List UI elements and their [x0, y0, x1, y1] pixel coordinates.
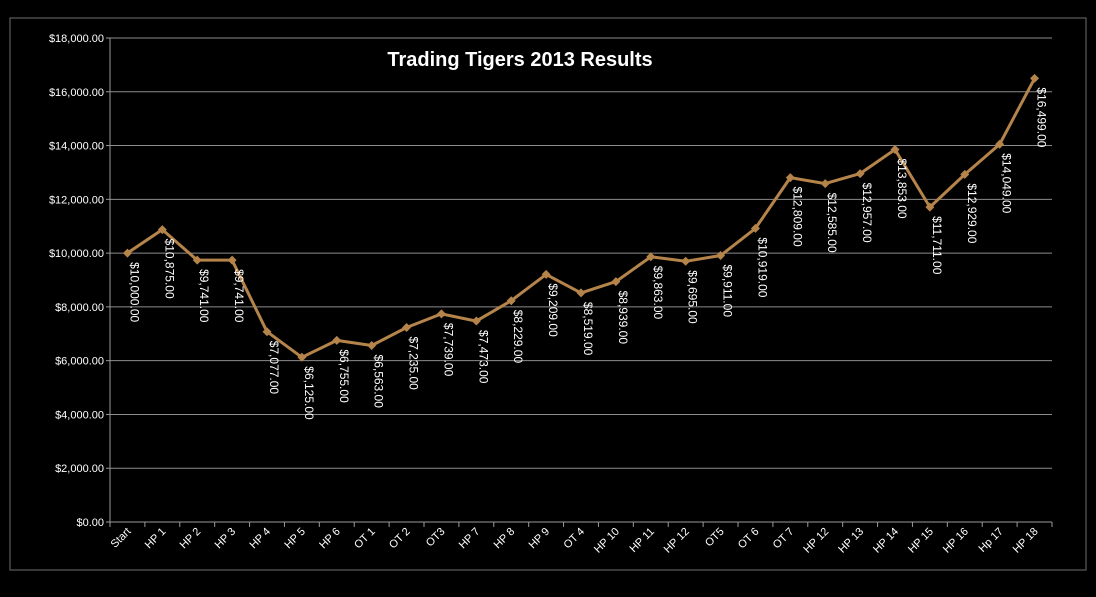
chart-title: Trading Tigers 2013 Results: [387, 49, 652, 71]
data-label: $8,229.00: [511, 310, 525, 364]
data-label: $10,000.00: [127, 262, 141, 322]
data-label: $6,755.00: [337, 349, 351, 403]
data-label: $8,519.00: [581, 302, 595, 356]
y-tick-label: $12,000.00: [49, 194, 104, 206]
data-label: $7,473.00: [476, 330, 490, 384]
data-label: $12,585.00: [825, 193, 839, 253]
data-point-marker: [122, 248, 132, 258]
data-point-marker: [855, 169, 865, 179]
data-point-marker: [157, 225, 167, 235]
data-point-marker: [192, 255, 202, 265]
data-label: $6,125.00: [302, 366, 316, 420]
data-label: $7,077.00: [267, 341, 281, 395]
data-point-marker: [785, 173, 795, 183]
data-label: $12,809.00: [790, 187, 804, 247]
data-point-marker: [576, 288, 586, 298]
data-label: $12,957.00: [860, 183, 874, 243]
data-label: $11,711.00: [930, 216, 944, 275]
data-point-marker: [890, 145, 900, 155]
data-point-marker: [227, 255, 237, 265]
data-label: $10,875.00: [162, 239, 176, 299]
data-point-marker: [995, 139, 1005, 149]
data-label: $9,741.00: [232, 269, 246, 323]
data-label: $14,049.00: [1000, 153, 1014, 213]
y-tick-label: $2,000.00: [55, 463, 104, 475]
y-tick-label: $6,000.00: [55, 356, 104, 368]
data-point-marker: [332, 335, 342, 345]
data-label: $9,911.00: [721, 265, 735, 318]
data-label: $7,739.00: [441, 323, 455, 377]
data-point-marker: [1030, 73, 1040, 83]
data-points: [122, 73, 1040, 362]
data-point-marker: [750, 223, 760, 233]
data-label: $12,929.00: [965, 183, 979, 243]
data-labels: $10,000.00 $10,875.00 $9,741.00 $9,741.00 $7…: [127, 87, 1048, 420]
data-label: $9,863.00: [651, 266, 665, 320]
data-point-marker: [471, 316, 481, 326]
y-tick-label: $18,000.00: [49, 33, 104, 45]
data-label: $9,695.00: [686, 270, 700, 324]
data-label: $9,209.00: [546, 283, 560, 337]
data-label: $10,919.00: [755, 237, 769, 297]
y-tick-label: $4,000.00: [55, 409, 104, 421]
data-point-marker: [541, 269, 551, 279]
data-point-marker: [960, 169, 970, 179]
data-label: $7,235.00: [407, 336, 421, 390]
data-label: $16,499.00: [1035, 87, 1049, 147]
y-tick-label: $0.00: [76, 517, 104, 529]
data-label: $8,939.00: [616, 291, 630, 345]
axes: [109, 38, 1052, 523]
chart-border: [9, 17, 1087, 571]
data-point-marker: [262, 327, 272, 337]
data-point-marker: [436, 309, 446, 319]
data-point-marker: [297, 352, 307, 362]
data-point-marker: [716, 251, 726, 261]
data-point-marker: [681, 256, 691, 266]
y-axis-ticks: $0.00 $2,000.00 $4,000.00 $6,000.00 $8,000.0…: [49, 33, 110, 529]
data-label: $6,563.00: [372, 355, 386, 409]
y-tick-label: $14,000.00: [49, 141, 104, 153]
data-point-marker: [506, 296, 516, 306]
data-point-marker: [367, 341, 377, 351]
y-tick-label: $10,000.00: [49, 248, 104, 260]
data-point-marker: [402, 322, 412, 332]
data-label: $13,853.00: [895, 159, 909, 219]
data-point-marker: [820, 179, 830, 189]
data-point-marker: [646, 252, 656, 262]
data-point-marker: [925, 202, 935, 212]
y-tick-label: $16,000.00: [49, 87, 104, 99]
y-tick-label: $8,000.00: [55, 302, 104, 314]
data-label: $9,741.00: [197, 269, 211, 323]
data-point-marker: [611, 277, 621, 287]
